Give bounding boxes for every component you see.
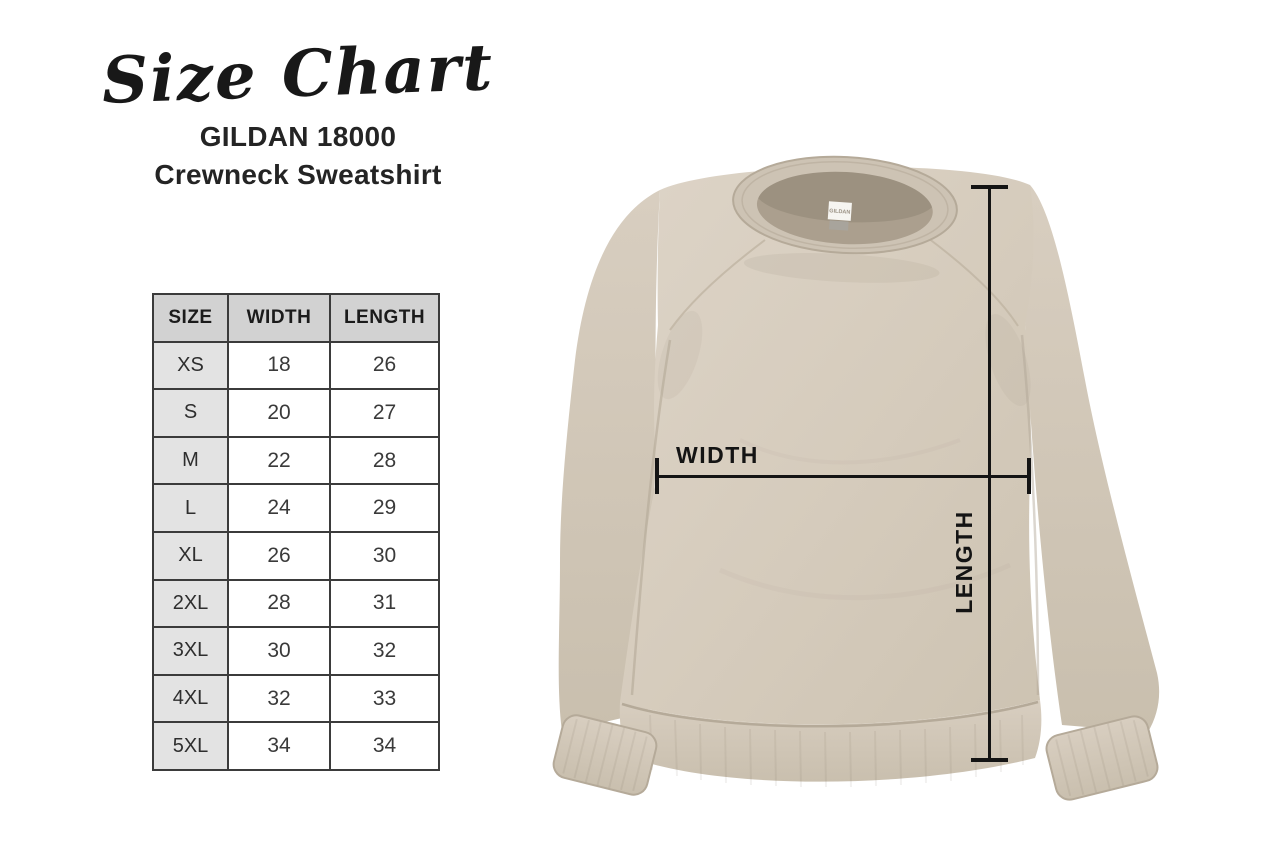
size-label: 5XL [154,723,227,769]
width-label: WIDTH [676,442,759,468]
length-measure-tick-top [971,185,1008,189]
neck-tag: GILDAN [827,201,852,231]
size-label: L [154,485,227,531]
length-value: 33 [331,675,438,722]
length-label: LENGTH [951,510,977,614]
left-cuff [552,714,658,796]
width-value: 22 [229,437,329,484]
left-shoulder-seam [669,239,766,331]
width-measure-tick-right [1027,458,1031,494]
width-value: 20 [229,390,329,436]
length-measure-line [988,187,991,761]
size-label: S [154,390,227,436]
body-panel [620,166,1040,725]
product-type: Crewneck Sweatshirt [154,159,442,191]
right-cuff [1045,715,1159,801]
length-value: 34 [331,723,438,769]
column-header-length: LENGTH [331,295,438,341]
width-value: 30 [229,628,329,674]
width-value: 18 [229,342,329,389]
product-name: GILDAN 18000 [199,121,397,153]
size-label: 2XL [154,580,227,627]
size-label: XS [154,342,227,389]
width-value: 26 [229,532,329,579]
sweatshirt-image: GILDAN [552,155,1160,801]
brand-block: Size Chart GILDAN 18000 Crewneck Sweatsh… [88,30,508,194]
length-value: 30 [331,532,438,579]
product-subtitle: GILDAN 18000 Crewneck Sweatshirt [88,118,508,194]
width-value: 24 [229,485,329,531]
width-value: 28 [229,580,329,627]
svg-text:GILDAN: GILDAN [829,208,850,215]
right-shoulder-seam [927,237,1019,327]
length-value: 31 [331,580,438,627]
size-label: XL [154,532,227,579]
column-header-size: SIZE [154,295,227,341]
width-value: 34 [229,723,329,769]
left-sleeve [558,190,660,732]
column-header-width: WIDTH [229,295,329,341]
size-label: M [154,437,227,484]
length-measure-tick-bottom [971,758,1008,762]
size-label: 3XL [154,628,227,674]
width-measure-tick-left [655,458,659,494]
width-value: 32 [229,675,329,722]
length-value: 27 [331,390,438,436]
length-value: 26 [331,342,438,389]
width-measure-line [657,475,1030,478]
length-value: 32 [331,628,438,674]
page-title: Size Chart [100,30,496,119]
length-value: 28 [331,437,438,484]
right-sleeve [1025,185,1160,732]
length-value: 29 [331,485,438,531]
size-label: 4XL [154,675,227,722]
size-table: SIZE WIDTH LENGTH XS 18 26 S 20 27 M 22 … [152,293,440,771]
